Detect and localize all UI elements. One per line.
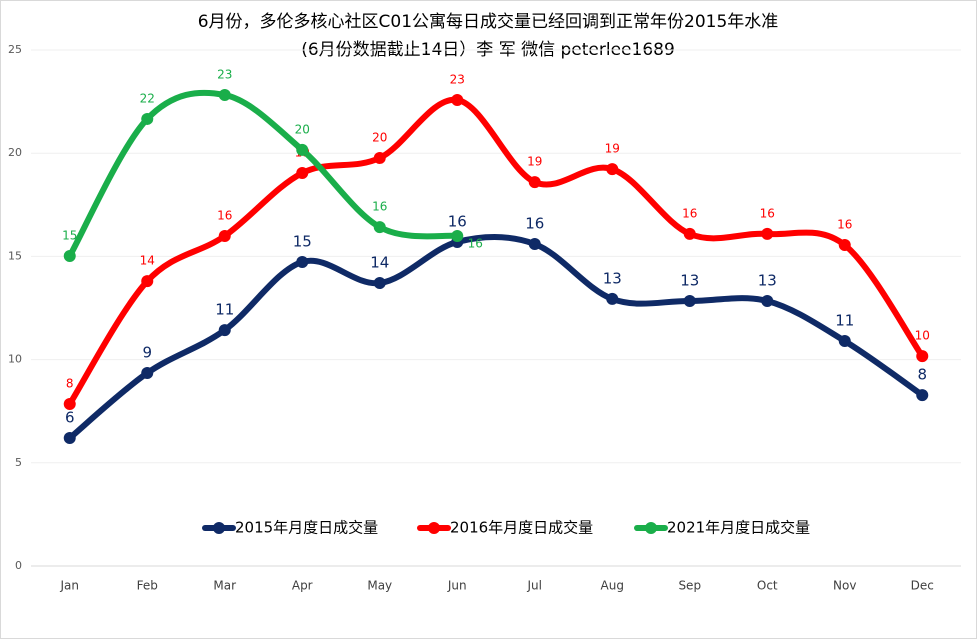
x-tick-label: Feb xyxy=(137,579,158,593)
data-label: 16 xyxy=(448,212,467,230)
data-point xyxy=(373,221,386,234)
y-tick-label: 20 xyxy=(8,146,22,159)
data-label: 20 xyxy=(295,122,310,136)
data-label: 6 xyxy=(65,409,75,427)
data-point xyxy=(528,238,541,251)
data-point xyxy=(63,249,76,262)
data-label: 23 xyxy=(217,67,232,81)
data-label: 10 xyxy=(915,329,930,343)
data-label: 16 xyxy=(372,200,387,214)
data-point xyxy=(761,294,774,307)
x-tick-label: May xyxy=(367,579,392,593)
data-label: 15 xyxy=(293,232,312,250)
data-label: 14 xyxy=(140,254,155,268)
x-tick-label: Sep xyxy=(678,579,701,593)
data-label: 16 xyxy=(525,215,544,233)
data-label: 13 xyxy=(758,271,777,289)
x-tick-label: Oct xyxy=(757,579,778,593)
x-tick-label: Jan xyxy=(60,579,80,593)
chart-title: 6月份，多伦多核心社区C01公寓每日成交量已经回调到正常年份2015年水准 xyxy=(198,12,779,32)
data-label: 8 xyxy=(66,376,74,390)
data-point xyxy=(63,397,76,410)
legend-label: 2015年月度日成交量 xyxy=(235,519,378,537)
data-point xyxy=(683,294,696,307)
data-label: 13 xyxy=(603,269,622,287)
y-tick-label: 5 xyxy=(15,456,22,469)
data-point xyxy=(218,88,231,101)
x-tick-label: Aug xyxy=(601,579,624,593)
x-tick-label: Jun xyxy=(447,579,467,593)
y-tick-label: 25 xyxy=(8,43,22,56)
y-tick-label: 15 xyxy=(8,249,22,262)
legend-marker xyxy=(645,522,657,534)
legend-marker xyxy=(428,522,440,534)
x-tick-label: Mar xyxy=(213,579,236,593)
data-label: 11 xyxy=(215,301,234,319)
series-line xyxy=(66,96,926,407)
data-point xyxy=(838,239,851,252)
data-label: 11 xyxy=(835,312,854,330)
data-label: 15 xyxy=(62,228,77,242)
x-tick-label: Jul xyxy=(527,579,542,593)
data-point xyxy=(63,432,76,445)
legend-label: 2021年月度日成交量 xyxy=(667,519,810,537)
data-point xyxy=(916,389,929,402)
data-label: 13 xyxy=(680,271,699,289)
data-point xyxy=(296,167,309,180)
data-point xyxy=(916,350,929,363)
data-point xyxy=(451,229,464,242)
x-tick-label: Nov xyxy=(833,579,856,593)
data-point xyxy=(141,367,154,380)
data-label: 8 xyxy=(917,366,927,384)
data-label: 16 xyxy=(468,236,483,250)
data-point xyxy=(606,163,619,176)
data-point xyxy=(218,229,231,242)
data-point xyxy=(838,335,851,348)
data-point xyxy=(683,227,696,240)
data-point xyxy=(451,93,464,106)
data-label: 16 xyxy=(760,206,775,220)
data-label: 22 xyxy=(140,91,155,105)
data-label: 16 xyxy=(682,206,697,220)
data-label: 19 xyxy=(527,155,542,169)
legend-marker xyxy=(213,522,225,534)
data-point xyxy=(606,292,619,305)
series-line xyxy=(66,234,926,442)
legend-label: 2016年月度日成交量 xyxy=(450,519,593,537)
data-point xyxy=(373,277,386,290)
data-point xyxy=(218,324,231,337)
data-point xyxy=(141,275,154,288)
y-tick-label: 0 xyxy=(15,559,22,572)
data-point xyxy=(373,151,386,164)
data-point xyxy=(296,143,309,156)
data-label: 16 xyxy=(217,208,232,222)
data-point xyxy=(141,112,154,125)
data-label: 14 xyxy=(370,254,389,272)
data-label: 9 xyxy=(142,344,152,362)
data-point xyxy=(296,255,309,268)
data-label: 23 xyxy=(450,72,465,86)
y-tick-label: 10 xyxy=(8,353,22,366)
x-tick-label: Dec xyxy=(911,579,934,593)
data-label: 20 xyxy=(372,130,387,144)
data-point xyxy=(528,176,541,189)
data-label: 16 xyxy=(837,218,852,232)
data-label: 19 xyxy=(605,142,620,156)
x-tick-label: Apr xyxy=(292,579,313,593)
data-point xyxy=(761,227,774,240)
